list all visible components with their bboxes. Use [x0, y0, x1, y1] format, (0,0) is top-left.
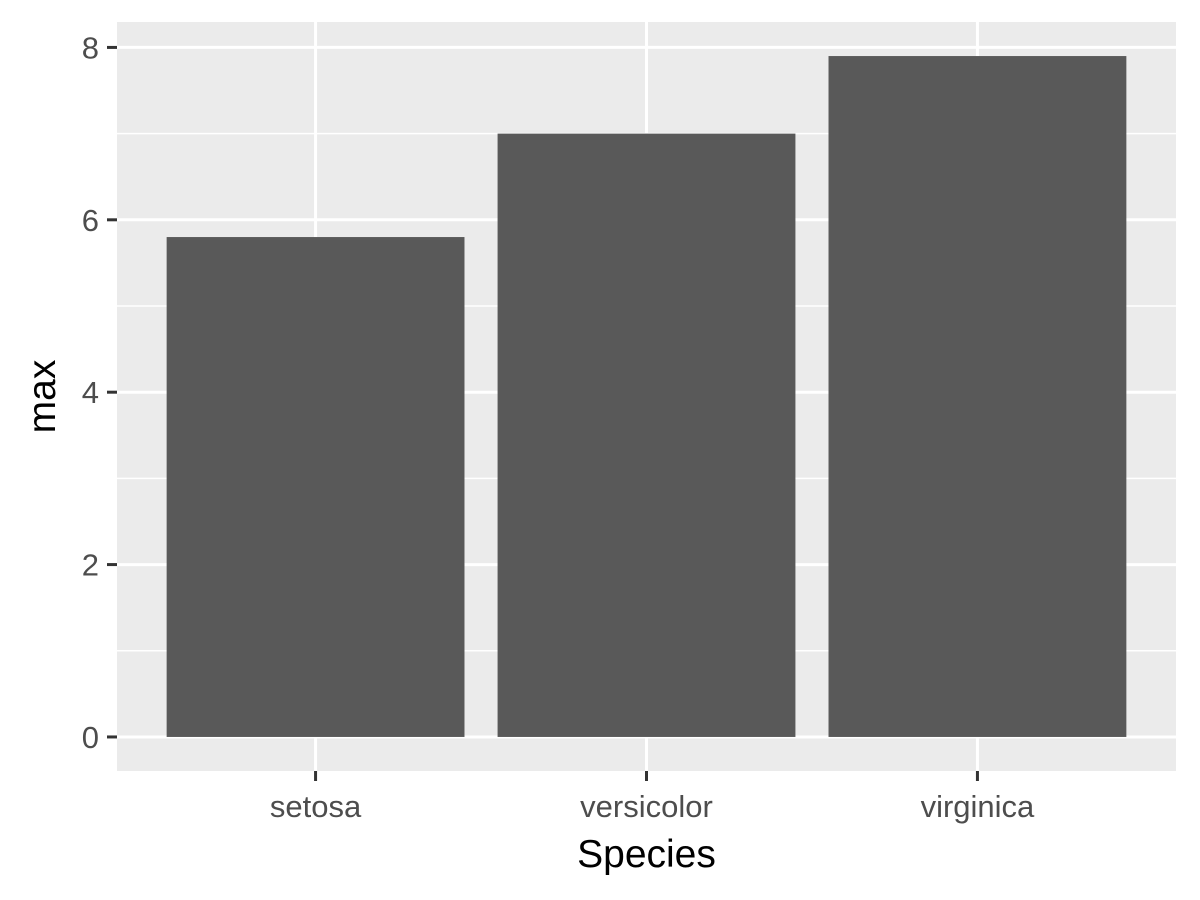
x-axis-title: Species	[577, 833, 716, 876]
y-tick-label: 2	[82, 548, 99, 583]
bar-virginica	[828, 56, 1127, 737]
y-axis-title: max	[21, 359, 64, 433]
bar-versicolor	[497, 133, 796, 737]
bars	[166, 56, 1127, 737]
y-tick-label: 8	[82, 30, 99, 65]
y-tick-label: 0	[82, 720, 99, 755]
x-tick-label: virginica	[921, 789, 1035, 824]
x-axis: setosa versicolor virginica	[270, 771, 1035, 824]
bar-setosa	[166, 237, 465, 737]
y-axis: 0 2 4 6 8	[82, 30, 117, 755]
y-tick-label: 6	[82, 203, 99, 238]
x-tick-label: versicolor	[580, 789, 713, 824]
x-tick-label: setosa	[270, 789, 362, 824]
y-tick-label: 4	[82, 375, 99, 410]
